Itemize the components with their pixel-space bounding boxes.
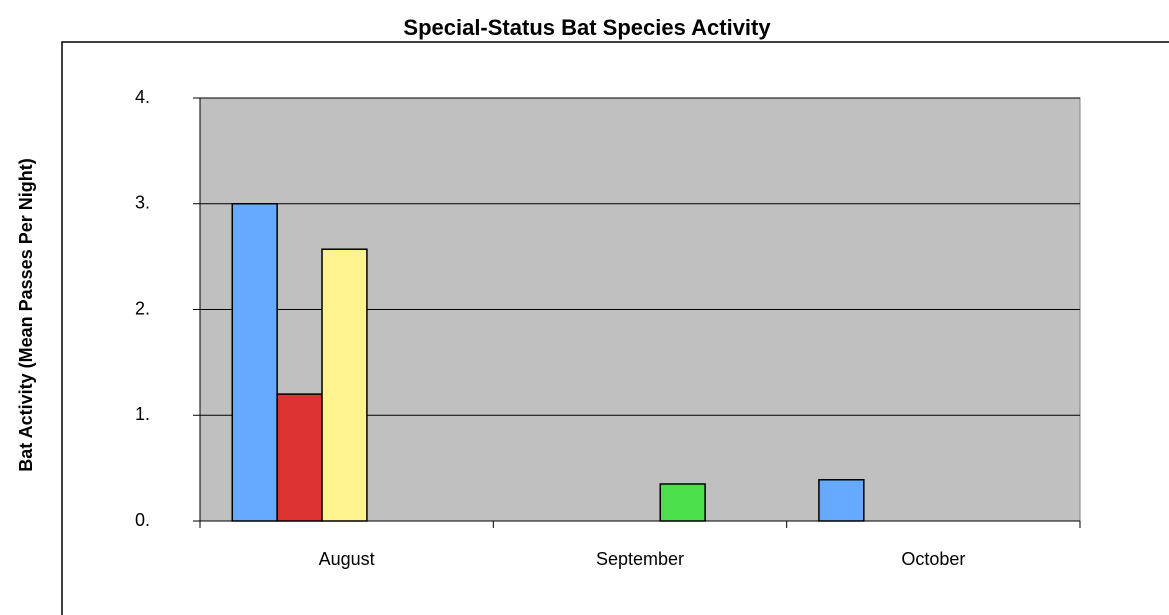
y-tick-label: 2. <box>135 298 150 318</box>
bar <box>659 483 706 522</box>
y-tick-label: 0. <box>135 510 150 530</box>
y-tick-label: 4. <box>135 87 150 107</box>
y-axis-label: Bat Activity (Mean Passes Per Night) <box>16 158 36 471</box>
x-tick-label: August <box>319 549 375 569</box>
bar <box>231 203 278 522</box>
x-tick-label: October <box>901 549 965 569</box>
y-tick-label: 3. <box>135 193 150 213</box>
y-tick-label: 1. <box>135 404 150 424</box>
chart-title: Special-Status Bat Species Activity <box>403 15 771 40</box>
x-tick-label: September <box>596 549 684 569</box>
bar <box>276 393 323 522</box>
bar <box>321 248 368 522</box>
bar <box>818 479 865 522</box>
